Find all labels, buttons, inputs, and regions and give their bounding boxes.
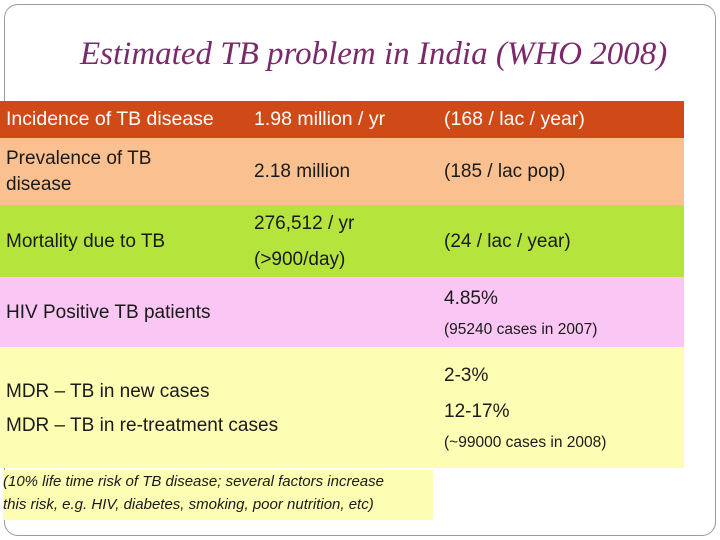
prevalence-row: Prevalence of TB disease 2.18 million (1… [0, 138, 684, 205]
mdr-rate-note: (~99000 cases in 2008) [444, 434, 607, 451]
prevalence-label-line2: disease [6, 174, 72, 195]
mortality-value-line1: 276,512 / yr [254, 213, 355, 234]
hiv-rate-note: (95240 cases in 2007) [444, 321, 598, 338]
footnote: (10% life time risk of TB disease; sever… [3, 470, 433, 520]
incidence-row: Incidence of TB disease 1.98 million / y… [0, 101, 684, 138]
incidence-label: Incidence of TB disease [6, 108, 214, 130]
hiv-label: HIV Positive TB patients [6, 302, 211, 323]
incidence-value: 1.98 million / yr [254, 108, 386, 130]
mortality-rate: (24 / lac / year) [444, 231, 571, 252]
prevalence-value: 2.18 million [254, 161, 351, 182]
mortality-label: Mortality due to TB [6, 231, 166, 252]
mdr-retreatment-label: MDR – TB in re-treatment cases [6, 415, 279, 436]
hiv-row: HIV Positive TB patients 4.85% (95240 ca… [0, 277, 684, 347]
hiv-rate: 4.85% [444, 288, 498, 309]
footnote-line2: this risk, e.g. HIV, diabetes, smoking, … [3, 496, 374, 513]
mdr-row: MDR – TB in new cases MDR – TB in re-tre… [0, 347, 684, 468]
mortality-row: Mortality due to TB 276,512 / yr (>900/d… [0, 205, 684, 277]
mdr-new-label: MDR – TB in new cases [6, 381, 210, 402]
prevalence-label-line1: Prevalence of TB [6, 148, 152, 169]
footnote-line1: (10% life time risk of TB disease; sever… [3, 473, 384, 490]
mortality-value-line2: (>900/day) [254, 249, 346, 270]
prevalence-rate: (185 / lac pop) [444, 161, 566, 182]
slide-title: Estimated TB problem in India (WHO 2008) [80, 36, 668, 72]
mdr-retreatment-rate: 12-17% [444, 401, 510, 422]
incidence-rate: (168 / lac / year) [444, 108, 585, 130]
mdr-new-rate: 2-3% [444, 365, 489, 386]
